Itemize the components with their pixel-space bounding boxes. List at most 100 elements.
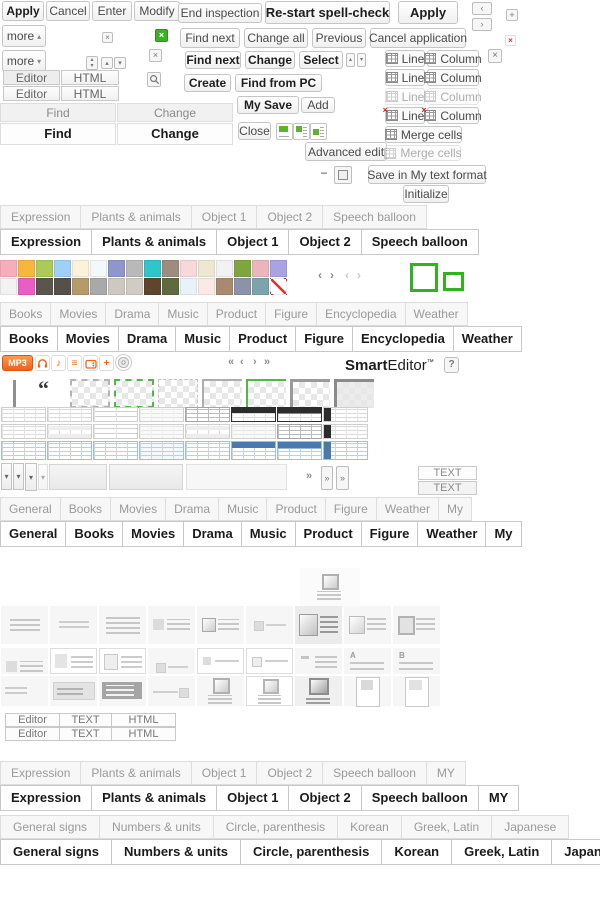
tab-item[interactable]: Books bbox=[0, 302, 52, 326]
border-style-tile[interactable] bbox=[290, 379, 330, 408]
table-style-tile[interactable] bbox=[93, 407, 138, 422]
tab-item[interactable]: Circle, parenthesis bbox=[212, 815, 339, 839]
texture-swatch[interactable] bbox=[144, 278, 161, 295]
apply-main-button[interactable]: Apply bbox=[398, 1, 458, 24]
tv-icon[interactable] bbox=[83, 355, 98, 371]
tab-item[interactable]: Plants & animals bbox=[80, 761, 192, 785]
delete-line-button[interactable]: Line bbox=[383, 105, 425, 124]
tab-item[interactable]: Drama bbox=[105, 302, 160, 326]
dropdown-mini-2[interactable]: ▾ bbox=[13, 463, 24, 490]
layout-tile[interactable] bbox=[1, 676, 48, 706]
layout-tile[interactable] bbox=[148, 648, 195, 674]
modify-button[interactable]: Modify bbox=[134, 1, 180, 21]
close-icon-boxed[interactable]: × bbox=[149, 49, 162, 62]
close-icon-red[interactable]: × bbox=[505, 35, 516, 46]
tab-item[interactable]: Expression bbox=[0, 205, 82, 229]
table-style-tile[interactable] bbox=[277, 407, 322, 422]
quote-icon[interactable]: “ bbox=[38, 376, 49, 401]
tab-item[interactable]: Weather bbox=[417, 521, 487, 547]
tab-item[interactable]: Movies bbox=[122, 521, 185, 547]
spin-up-small[interactable]: ▴ bbox=[346, 53, 355, 67]
layout-tile[interactable] bbox=[393, 676, 440, 707]
close-icon-green[interactable]: × bbox=[155, 29, 168, 42]
resize-handle-button[interactable] bbox=[334, 166, 352, 184]
tab-item[interactable]: Greek, Latin bbox=[451, 839, 553, 865]
tab-item[interactable]: Korean bbox=[381, 839, 453, 865]
table-style-tile[interactable] bbox=[323, 441, 368, 460]
layout-tile[interactable] bbox=[246, 648, 293, 674]
table-style-tile[interactable] bbox=[47, 441, 92, 460]
layout-tile[interactable] bbox=[99, 676, 146, 706]
texture-swatch[interactable] bbox=[126, 278, 143, 295]
table-style-tile[interactable] bbox=[277, 424, 322, 439]
select-button[interactable]: Select bbox=[299, 51, 343, 69]
prev-page-icon[interactable]: ‹ bbox=[240, 356, 244, 368]
tab-item[interactable]: Drama bbox=[183, 521, 242, 547]
expand-button-2[interactable]: » bbox=[336, 466, 349, 490]
tab-item[interactable]: Product bbox=[229, 326, 297, 352]
chevron-right-button[interactable]: › bbox=[472, 18, 492, 31]
layout-tile[interactable]: A bbox=[344, 648, 391, 674]
texture-swatch[interactable] bbox=[270, 260, 287, 277]
tab-item[interactable]: Circle, parenthesis bbox=[240, 839, 383, 865]
table-style-tile[interactable] bbox=[185, 407, 230, 422]
texture-swatch[interactable] bbox=[0, 278, 17, 295]
playlist-icon[interactable]: ≡ bbox=[67, 355, 82, 371]
tab-item[interactable]: Object 2 bbox=[288, 229, 362, 255]
tab-item[interactable]: Plants & animals bbox=[91, 785, 218, 811]
align-image-top-icon[interactable] bbox=[276, 123, 293, 140]
my-save-button[interactable]: My Save bbox=[237, 96, 299, 114]
table-style-tile[interactable] bbox=[139, 424, 184, 439]
table-style-tile[interactable] bbox=[47, 407, 92, 422]
table-style-tile[interactable] bbox=[185, 441, 230, 460]
tab-item[interactable]: MY bbox=[477, 785, 520, 811]
first-page-icon[interactable]: « bbox=[228, 356, 235, 368]
tab-item[interactable]: General signs bbox=[0, 839, 112, 865]
layout-tile[interactable] bbox=[99, 606, 146, 644]
more-down-button[interactable]: more ▾ bbox=[2, 50, 46, 72]
texture-swatch[interactable] bbox=[90, 260, 107, 277]
texture-swatch[interactable] bbox=[252, 260, 269, 277]
border-style-tile[interactable] bbox=[70, 379, 110, 408]
tab-item[interactable]: Weather bbox=[404, 302, 468, 326]
close-button[interactable]: Close bbox=[238, 122, 271, 140]
layout-tile[interactable] bbox=[1, 648, 48, 674]
tab-item[interactable]: Product bbox=[294, 521, 362, 547]
table-style-tile[interactable] bbox=[1, 424, 46, 439]
tab-editor-1[interactable]: Editor bbox=[3, 70, 60, 85]
mode-tab[interactable]: HTML bbox=[111, 713, 176, 727]
mode-tab[interactable]: HTML bbox=[111, 727, 176, 741]
end-inspection-button[interactable]: End inspection bbox=[178, 3, 262, 23]
tab-item[interactable]: My bbox=[485, 521, 522, 547]
texture-swatch[interactable] bbox=[252, 278, 269, 295]
tab-item[interactable]: Object 1 bbox=[216, 229, 290, 255]
texture-swatch[interactable] bbox=[36, 260, 53, 277]
page-next-icon[interactable]: › bbox=[330, 268, 334, 282]
tab-item[interactable]: General signs bbox=[0, 815, 101, 839]
tab-item[interactable]: Greek, Latin bbox=[400, 815, 493, 839]
texture-swatch[interactable] bbox=[234, 260, 251, 277]
close-icon[interactable]: × bbox=[102, 32, 113, 43]
dropdown-mini-3[interactable]: ▾ bbox=[25, 463, 37, 491]
tab-item[interactable]: Numbers & units bbox=[99, 815, 214, 839]
texture-swatch[interactable] bbox=[72, 260, 89, 277]
tab-item[interactable]: Encyclopedia bbox=[351, 326, 454, 352]
tab-item[interactable]: Music bbox=[175, 326, 231, 352]
find-header-active[interactable]: Find bbox=[0, 123, 116, 145]
layout-tile[interactable] bbox=[197, 648, 244, 674]
tab-item[interactable]: Object 1 bbox=[190, 761, 258, 785]
tab-item[interactable]: Encyclopedia bbox=[316, 302, 406, 326]
tab-item[interactable]: Music bbox=[218, 497, 268, 521]
table-style-tile[interactable] bbox=[93, 424, 138, 439]
layout-tile[interactable] bbox=[197, 676, 244, 706]
tab-item[interactable]: Figure bbox=[265, 302, 318, 326]
texture-swatch[interactable] bbox=[198, 278, 215, 295]
expand-button-1[interactable]: » bbox=[321, 466, 333, 490]
texture-swatch[interactable] bbox=[216, 260, 233, 277]
tab-item[interactable]: Speech balloon bbox=[360, 229, 479, 255]
tab-item[interactable]: Movies bbox=[50, 302, 107, 326]
expand-icon[interactable]: » bbox=[306, 470, 313, 482]
tab-item[interactable]: Books bbox=[0, 326, 58, 352]
layout-tile[interactable] bbox=[50, 648, 97, 674]
tab-item[interactable]: Object 1 bbox=[216, 785, 290, 811]
